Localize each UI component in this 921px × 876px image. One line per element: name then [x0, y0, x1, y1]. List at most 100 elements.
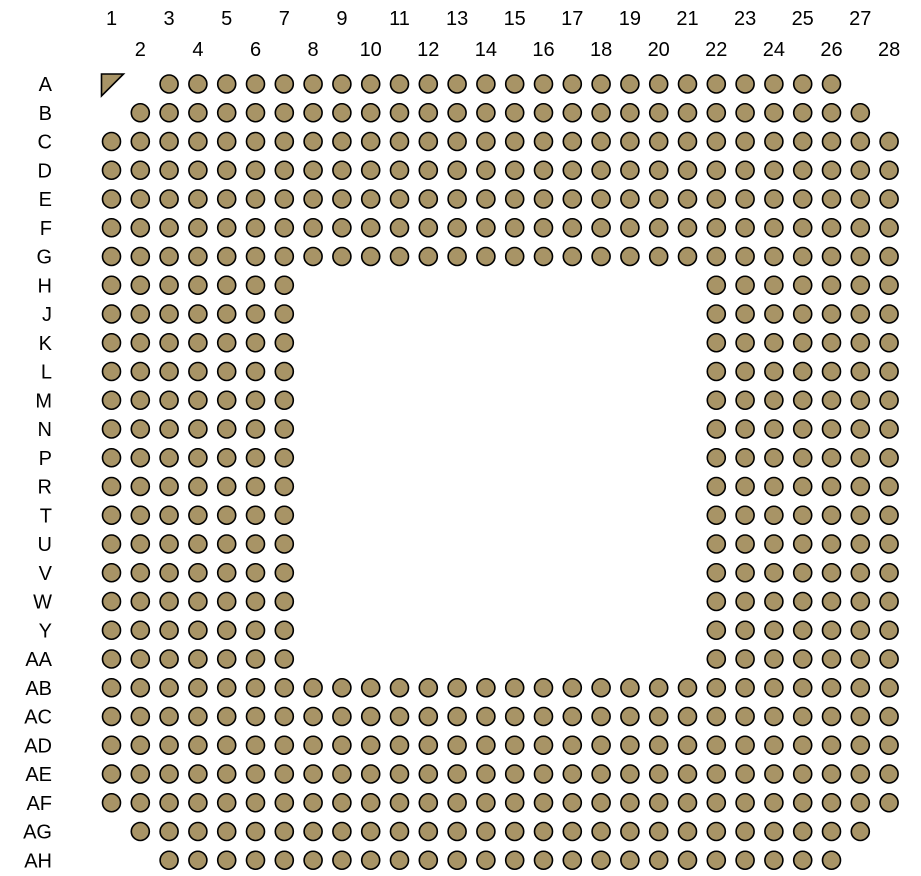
pin-V25 [792, 562, 813, 583]
pin-AF10 [360, 792, 381, 813]
pin-P6 [245, 447, 266, 468]
pin-AG11 [389, 821, 410, 842]
row-label-AB: AB [25, 678, 52, 700]
pin-AD16 [533, 735, 554, 756]
pin-G18 [591, 246, 611, 267]
pin-W7 [274, 591, 295, 612]
pin-D14 [476, 160, 496, 181]
pin-AA25 [792, 649, 813, 669]
pin-F28 [879, 217, 899, 238]
pin-C16 [533, 131, 554, 152]
pin-AF21 [677, 792, 698, 813]
pin-AD19 [620, 735, 640, 756]
pin-H4 [188, 275, 208, 296]
column-label-8: 8 [308, 39, 319, 61]
pin-Y5 [216, 620, 237, 641]
pin-N22 [706, 419, 727, 439]
pin-L24 [764, 361, 784, 382]
pin-B3 [159, 102, 179, 123]
pin1-marker-triangle [100, 73, 126, 98]
pin-K27 [850, 332, 871, 353]
pin-AD24 [764, 735, 784, 756]
pin-AH25 [792, 850, 813, 871]
pin-AB2 [130, 677, 151, 698]
pin-AF9 [332, 792, 352, 813]
pin-AF7 [274, 792, 295, 813]
pin-AF8 [303, 792, 323, 813]
pin-V5 [216, 562, 237, 583]
row-label-P: P [39, 448, 52, 470]
pin-AE19 [620, 764, 640, 784]
pin-AF14 [476, 792, 496, 813]
column-label-6: 6 [250, 39, 261, 61]
pin-R22 [706, 476, 727, 497]
pin-AE21 [677, 764, 698, 784]
pin-AD3 [159, 735, 179, 756]
pin-AC9 [332, 706, 352, 727]
pin-AD28 [879, 735, 899, 756]
row-label-E: E [39, 189, 52, 211]
pin-AA22 [706, 649, 727, 669]
pin-B13 [447, 102, 467, 123]
pin-A26 [821, 74, 842, 94]
row-label-B: B [39, 103, 52, 125]
pin-G17 [562, 246, 583, 267]
pin-AB4 [188, 677, 208, 698]
pin-V1 [101, 562, 122, 583]
pin-G19 [620, 246, 640, 267]
pin-G13 [447, 246, 467, 267]
pin-AE23 [735, 764, 755, 784]
pin-AE5 [216, 764, 237, 784]
pin-K28 [879, 332, 899, 353]
pin-AF11 [389, 792, 410, 813]
pin-AA24 [764, 649, 784, 669]
pin-K6 [245, 332, 266, 353]
pin-AB16 [533, 677, 554, 698]
pin-AD1 [101, 735, 122, 756]
pin-J26 [821, 304, 842, 324]
pin-V22 [706, 562, 727, 583]
pin-R1 [101, 476, 122, 497]
pin-G5 [216, 246, 237, 267]
pin-D20 [648, 160, 669, 181]
pin-E1 [101, 189, 122, 209]
pin-U4 [188, 534, 208, 554]
pin-A25 [792, 74, 813, 94]
pin-AG15 [504, 821, 525, 842]
pin-D17 [562, 160, 583, 181]
pin-AE11 [389, 764, 410, 784]
pin-F27 [850, 217, 871, 238]
pin-K3 [159, 332, 179, 353]
row-label-W: W [33, 592, 52, 614]
pin-AC7 [274, 706, 295, 727]
pin-E22 [706, 189, 727, 209]
pin-M1 [101, 390, 122, 411]
column-label-26: 26 [820, 39, 842, 61]
pin-D9 [332, 160, 352, 181]
pin-G14 [476, 246, 496, 267]
pin-AC11 [389, 706, 410, 727]
pin-H28 [879, 275, 899, 296]
pin-J1 [101, 304, 122, 324]
pin-K23 [735, 332, 755, 353]
pin-C22 [706, 131, 727, 152]
pin-V27 [850, 562, 871, 583]
pin-AD7 [274, 735, 295, 756]
pin-AE27 [850, 764, 871, 784]
pin-E27 [850, 189, 871, 209]
pin-Y23 [735, 620, 755, 641]
pin-E9 [332, 189, 352, 209]
pin-T5 [216, 505, 237, 526]
pin-AD18 [591, 735, 611, 756]
pin-A22 [706, 74, 727, 94]
pin-F20 [648, 217, 669, 238]
pin-A13 [447, 74, 467, 94]
pin-C19 [620, 131, 640, 152]
pin-W5 [216, 591, 237, 612]
pin-AH13 [447, 850, 467, 871]
pin-AD20 [648, 735, 669, 756]
column-label-5: 5 [221, 8, 232, 30]
pin-N1 [101, 419, 122, 439]
pin-AE9 [332, 764, 352, 784]
pin-F22 [706, 217, 727, 238]
